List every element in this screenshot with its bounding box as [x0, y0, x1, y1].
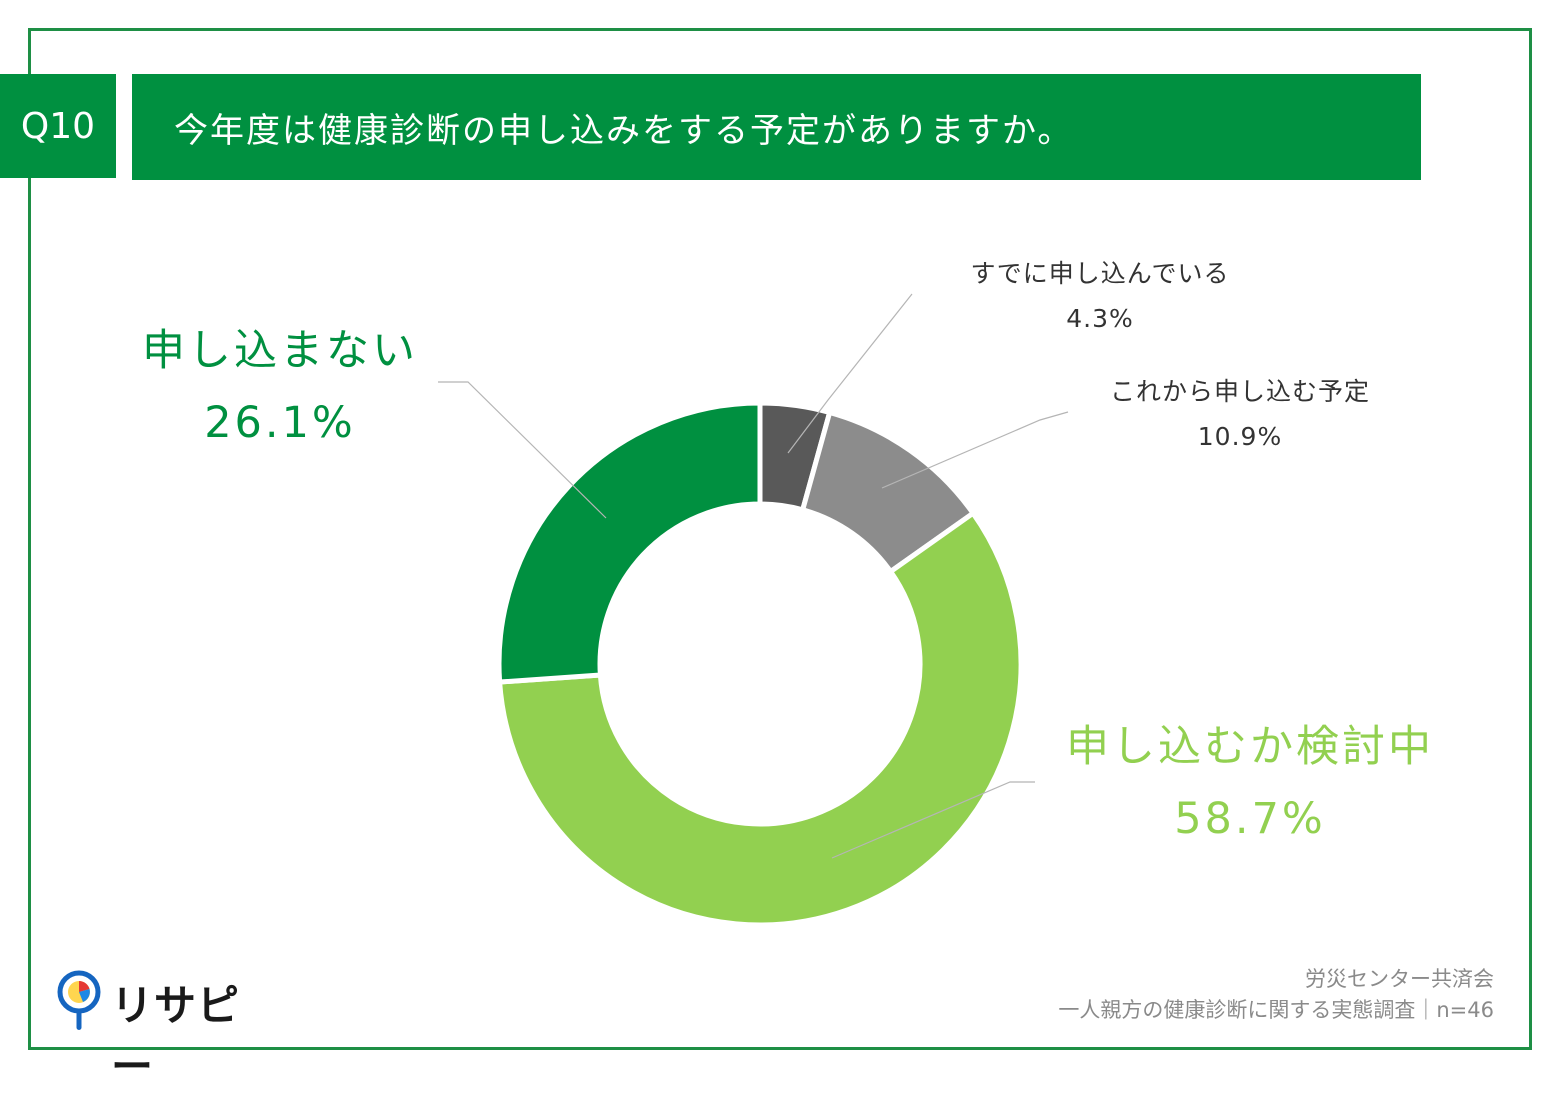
- leader-line-already-applied: [787, 293, 913, 454]
- source-survey: 一人親方の健康診断に関する実態調査｜n=46: [1058, 998, 1494, 1022]
- label-not-applying-value: 26.1%: [204, 398, 356, 448]
- label-considering-value: 58.7%: [1174, 794, 1326, 844]
- label-not-applying: 申し込まない 26.1%: [110, 316, 450, 448]
- label-already-applied-value: 4.3%: [1066, 304, 1134, 333]
- label-plan-to-apply-value: 10.9%: [1197, 422, 1283, 451]
- label-already-applied: すでに申し込んでいる 4.3%: [940, 254, 1260, 333]
- source-note: 労災センター共済会 一人親方の健康診断に関する実態調査｜n=46: [1058, 964, 1494, 1026]
- label-plan-to-apply-category: これから申し込む予定: [1109, 377, 1370, 406]
- chart-frame: [28, 28, 1532, 1050]
- label-plan-to-apply: これから申し込む予定 10.9%: [1080, 372, 1400, 451]
- leader-line-not-applying: [438, 381, 607, 519]
- source-organization: 労災センター共済会: [1305, 967, 1494, 991]
- label-already-applied-category: すでに申し込んでいる: [970, 259, 1230, 288]
- brand-name: リサピー: [111, 981, 241, 1091]
- brand-logo: リサピー: [55, 968, 255, 1091]
- label-considering: 申し込むか検討中 58.7%: [1040, 712, 1460, 844]
- question-title: 今年度は健康診断の申し込みをする予定がありますか。: [132, 74, 1421, 180]
- question-number-badge: Q10: [0, 74, 116, 178]
- label-considering-category: 申し込むか検討中: [1066, 722, 1434, 772]
- leader-line-plan-to-apply: [881, 411, 1069, 489]
- label-not-applying-category: 申し込まない: [142, 326, 418, 376]
- magnifier-pie-icon: [57, 970, 101, 1030]
- slice-considering: [497, 510, 1024, 928]
- leader-line-considering: [831, 781, 1035, 859]
- slice-not-applying: [496, 400, 763, 685]
